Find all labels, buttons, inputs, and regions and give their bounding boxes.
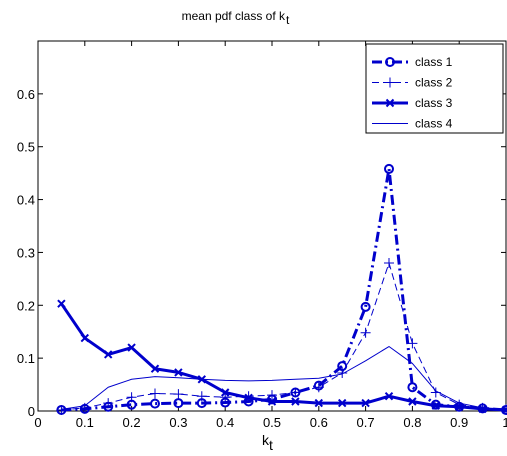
x-tick-label: 0.2 [123,415,141,430]
data-point [173,398,184,409]
legend-marker [385,77,395,88]
x-tick-label: 0.7 [357,415,375,430]
data-point [384,258,394,268]
data-point [454,401,465,412]
y-tick-label: 0.6 [17,87,35,102]
data-point [291,397,300,406]
data-point [430,399,441,410]
x-tick-label: 0.5 [263,415,281,430]
data-point [430,387,441,398]
data-point [150,398,160,409]
data-point [196,398,207,409]
legend-marker [385,57,395,67]
data-point [267,394,277,405]
data-point [127,343,136,352]
data-point [56,404,67,415]
data-point [360,301,371,312]
x-axis-label: k [262,432,270,448]
legend-item: class 1 [372,55,453,69]
x-tick-label: 1 [502,415,507,430]
x-tick-label: 0.9 [450,415,468,430]
data-point [220,388,230,397]
x-tick-label: 0.1 [76,415,94,430]
data-point [384,391,394,401]
legend: class 1 class 2 class 3 class 4 [365,43,504,134]
data-point [57,299,66,308]
data-point [243,396,254,407]
y-tick-label: 0.2 [17,298,35,313]
data-point [174,368,183,377]
data-point [173,389,184,400]
data-point [360,327,371,338]
data-point [337,361,348,372]
data-point [337,398,347,408]
data-point [150,364,160,373]
data-point [407,382,418,393]
data-point [80,333,90,343]
x-tick-label: 0.4 [216,415,234,430]
data-point [220,397,231,408]
legend-marker [385,98,395,108]
data-point [150,388,160,399]
chart-title: mean pdf class of k [182,9,286,23]
data-point [384,163,394,174]
data-point [79,403,90,414]
data-point [361,398,370,408]
x-tick-label: 0.6 [310,415,328,430]
legend-label: class 2 [415,76,453,90]
legend-item: class 3 [372,96,453,110]
legend-label: class 1 [415,55,453,69]
series-4 [61,346,507,411]
legend-item: class 2 [372,76,453,90]
x-tick-label: 0 [34,415,41,430]
x-tick-label: 0.8 [403,415,421,430]
x-tick-label: 0.3 [169,415,187,430]
chart-title-subscript: t [286,13,290,27]
y-tick-label: 0.1 [17,351,35,366]
data-point [103,350,113,359]
y-tick-label: 0.3 [17,245,35,260]
data-point [314,398,324,408]
data-point [477,403,488,414]
data-point [103,401,114,412]
legend-label: class 4 [415,117,453,131]
data-point [126,399,137,410]
x-axis-label-subscript: t [269,437,273,453]
data-point [290,387,301,398]
series-layer [56,163,507,415]
data-point [408,397,417,406]
y-tick-label: 0.5 [17,140,35,155]
legend-label: class 3 [415,96,453,110]
series-line [61,262,507,411]
series-1 [56,163,507,415]
series-line [61,346,507,411]
axis-ticks: 0 0.1 0.2 0.3 0.4 0.5 0.6 0.7 0.8 0.9 1 0 0.1 0.2 0.3 0… [17,41,507,430]
data-point [197,375,207,384]
y-tick-label: 0.4 [17,193,35,208]
y-tick-label: 0 [28,404,35,419]
legend-item: class 4 [372,117,453,131]
data-point [313,380,324,391]
data-point [501,404,507,415]
